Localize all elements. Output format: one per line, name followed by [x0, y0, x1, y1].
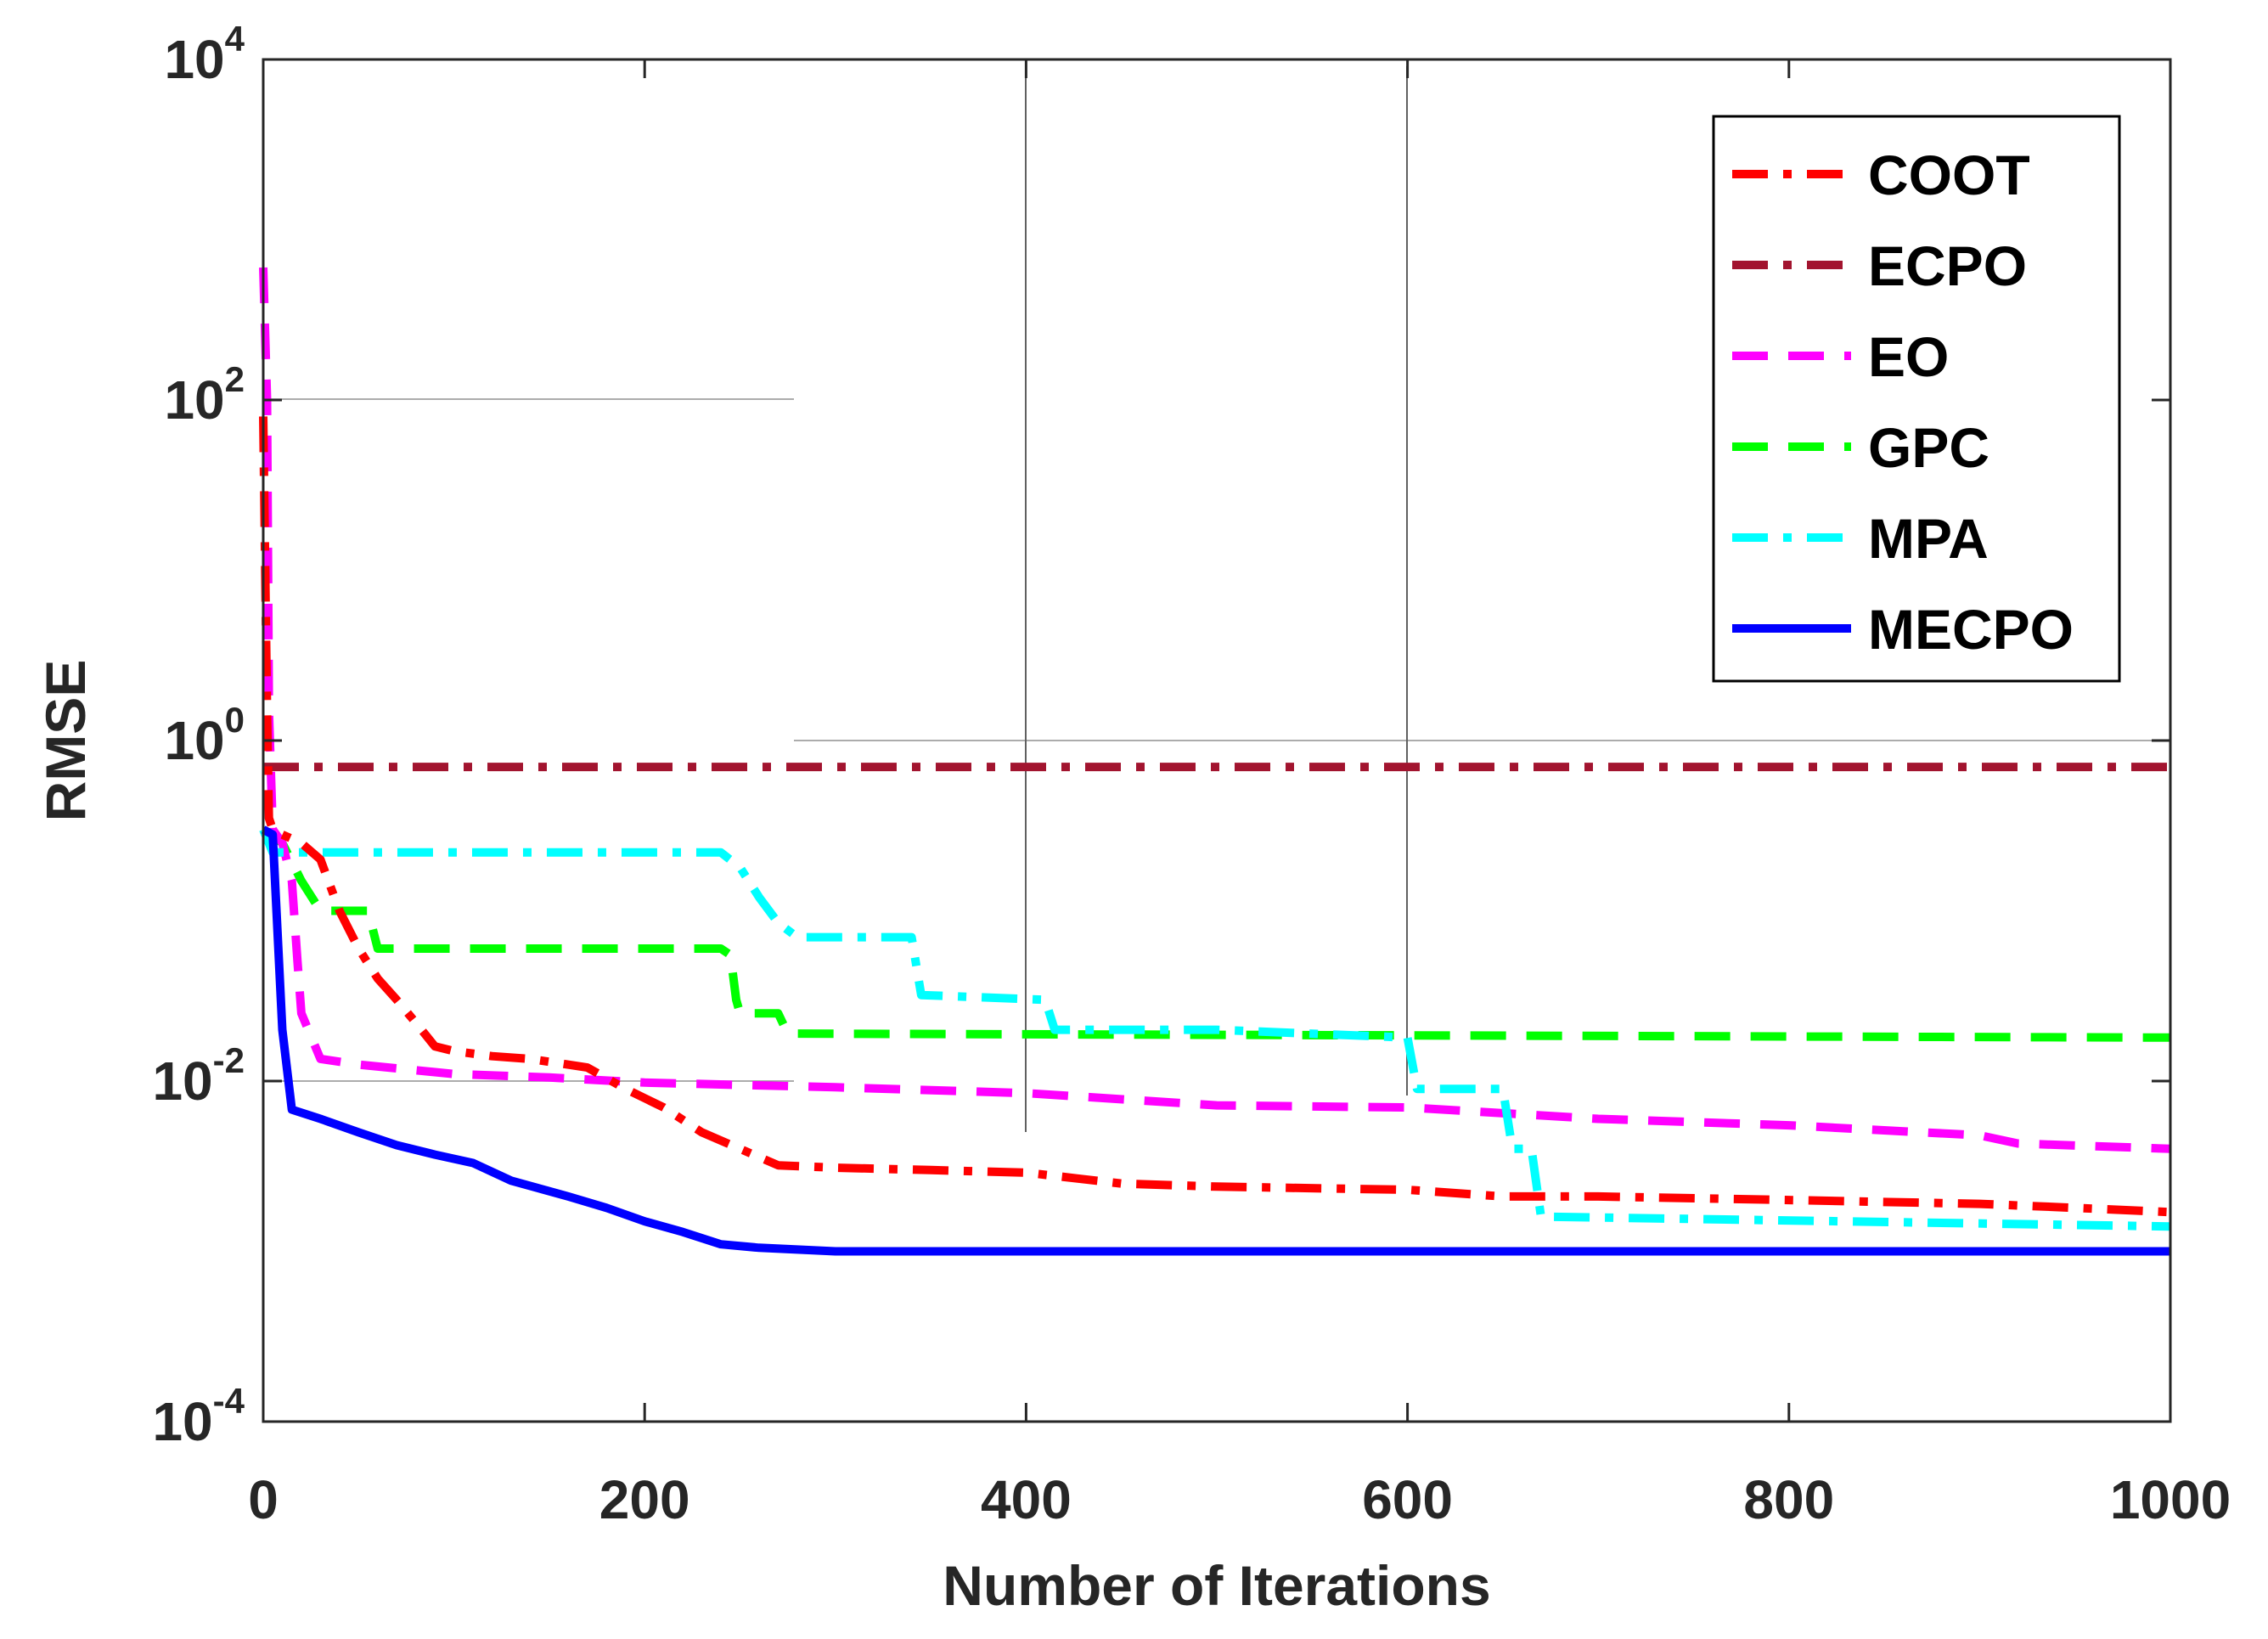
legend-label-eo: EO [1868, 325, 1949, 388]
x-tick-label: 800 [1743, 1469, 1834, 1530]
y-tick-label: 10-2 [152, 1040, 245, 1112]
axis-ticks: 0 200 400 600 800 1000 10-4 10-2 100 102 104 [152, 19, 2231, 1530]
series-lines [259, 267, 2171, 1256]
series-line-eo [259, 267, 2171, 1153]
x-tick-label: 400 [981, 1469, 1072, 1530]
legend-box [1712, 115, 2121, 683]
x-tick-label: 0 [248, 1469, 279, 1530]
legend-items: COOT ECPO EO GPC MPA MECPO [1732, 144, 2074, 661]
legend-label-ecpo: ECPO [1868, 234, 2027, 297]
legend-label-coot: COOT [1868, 144, 2030, 206]
series-line-coot [259, 416, 2171, 1217]
x-axis-title: Number of Iterations [943, 1554, 1490, 1617]
y-tick-label: 10-4 [152, 1381, 245, 1452]
x-tick-label: 600 [1362, 1469, 1453, 1530]
y-tick-label: 100 [164, 700, 245, 771]
legend-label-gpc: GPC [1868, 416, 1989, 479]
legend-label-mecpo: MECPO [1868, 598, 2074, 661]
x-tick-label: 1000 [2110, 1469, 2231, 1530]
series-line-gpc [261, 825, 2171, 1042]
legend-label-mpa: MPA [1868, 507, 1989, 570]
x-tick-label: 200 [599, 1469, 690, 1530]
y-tick-label: 102 [164, 359, 245, 431]
y-tick-label: 104 [164, 19, 245, 90]
grid-lines [263, 66, 2170, 1132]
series-line-mecpo [261, 825, 2170, 1256]
legend: COOT ECPO EO GPC MPA MECPO [1712, 115, 2121, 683]
y-axis-title: RMSE [34, 660, 97, 822]
